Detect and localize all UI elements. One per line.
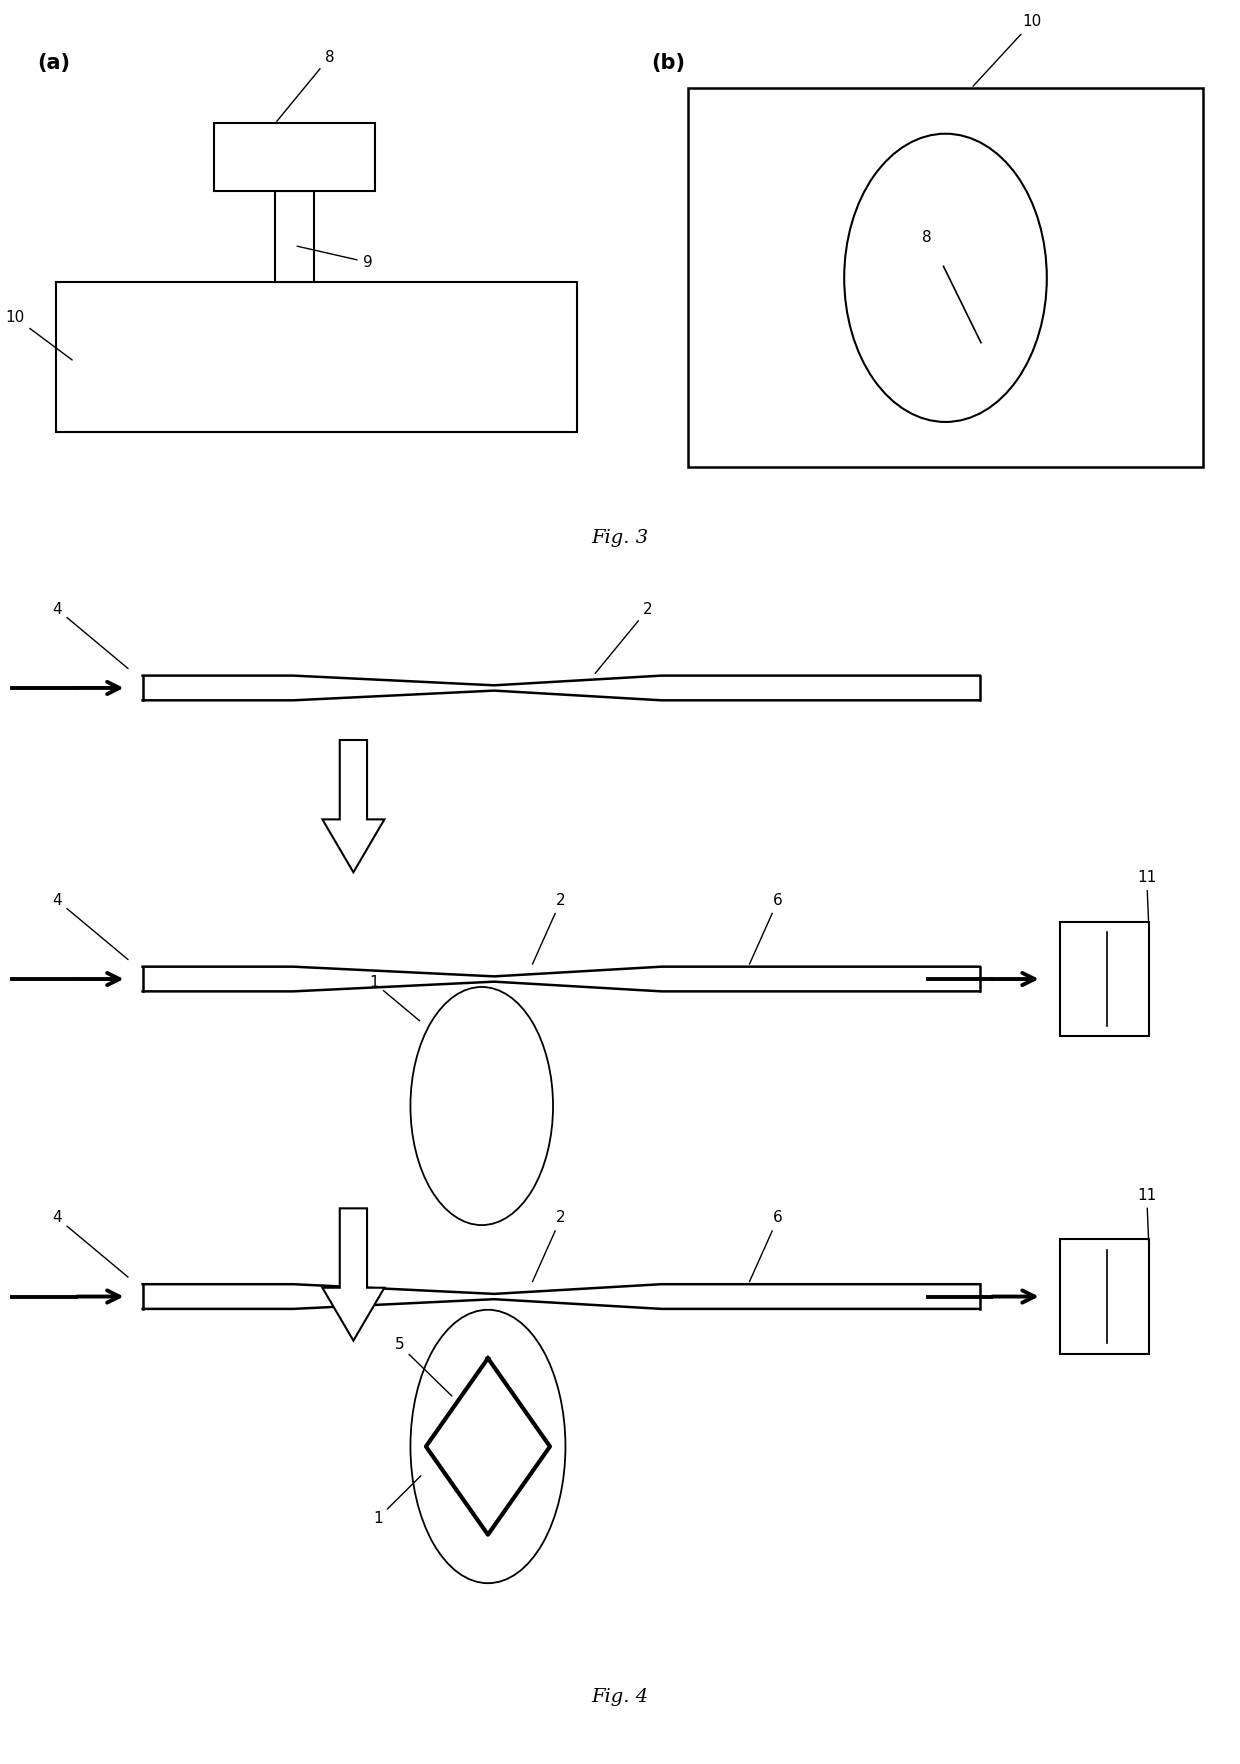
Bar (688, 88, 1203, 467)
Text: 1: 1 (373, 1476, 420, 1526)
Text: 4: 4 (52, 893, 128, 960)
Text: 9: 9 (298, 247, 372, 270)
Text: 10: 10 (5, 310, 72, 360)
Polygon shape (322, 741, 384, 873)
Text: 8: 8 (923, 229, 932, 245)
Text: 2: 2 (532, 1210, 565, 1282)
Text: 11: 11 (1137, 1187, 1157, 1258)
Text: 6: 6 (749, 1210, 782, 1282)
Ellipse shape (410, 988, 553, 1224)
Text: 6: 6 (749, 893, 782, 965)
Text: 2: 2 (595, 602, 652, 674)
Text: Fig. 3: Fig. 3 (591, 529, 649, 547)
Polygon shape (322, 1208, 384, 1341)
Text: Fig. 4: Fig. 4 (591, 1688, 649, 1706)
Text: 4: 4 (52, 602, 128, 669)
Text: 11: 11 (1137, 870, 1157, 940)
Bar (1060, 921, 1149, 1037)
Text: 8: 8 (277, 49, 335, 122)
Bar (1060, 1238, 1149, 1355)
Text: 4: 4 (52, 1210, 128, 1277)
Text: 5: 5 (394, 1337, 451, 1395)
Circle shape (844, 134, 1047, 422)
Text: (a): (a) (37, 53, 71, 72)
Text: 2: 2 (532, 893, 565, 965)
Ellipse shape (410, 1309, 565, 1584)
Text: 1: 1 (368, 975, 419, 1021)
Bar (213, 123, 374, 191)
Text: 10: 10 (973, 14, 1042, 86)
Bar (56, 282, 577, 432)
Bar (274, 191, 314, 282)
Text: (b): (b) (651, 53, 684, 72)
